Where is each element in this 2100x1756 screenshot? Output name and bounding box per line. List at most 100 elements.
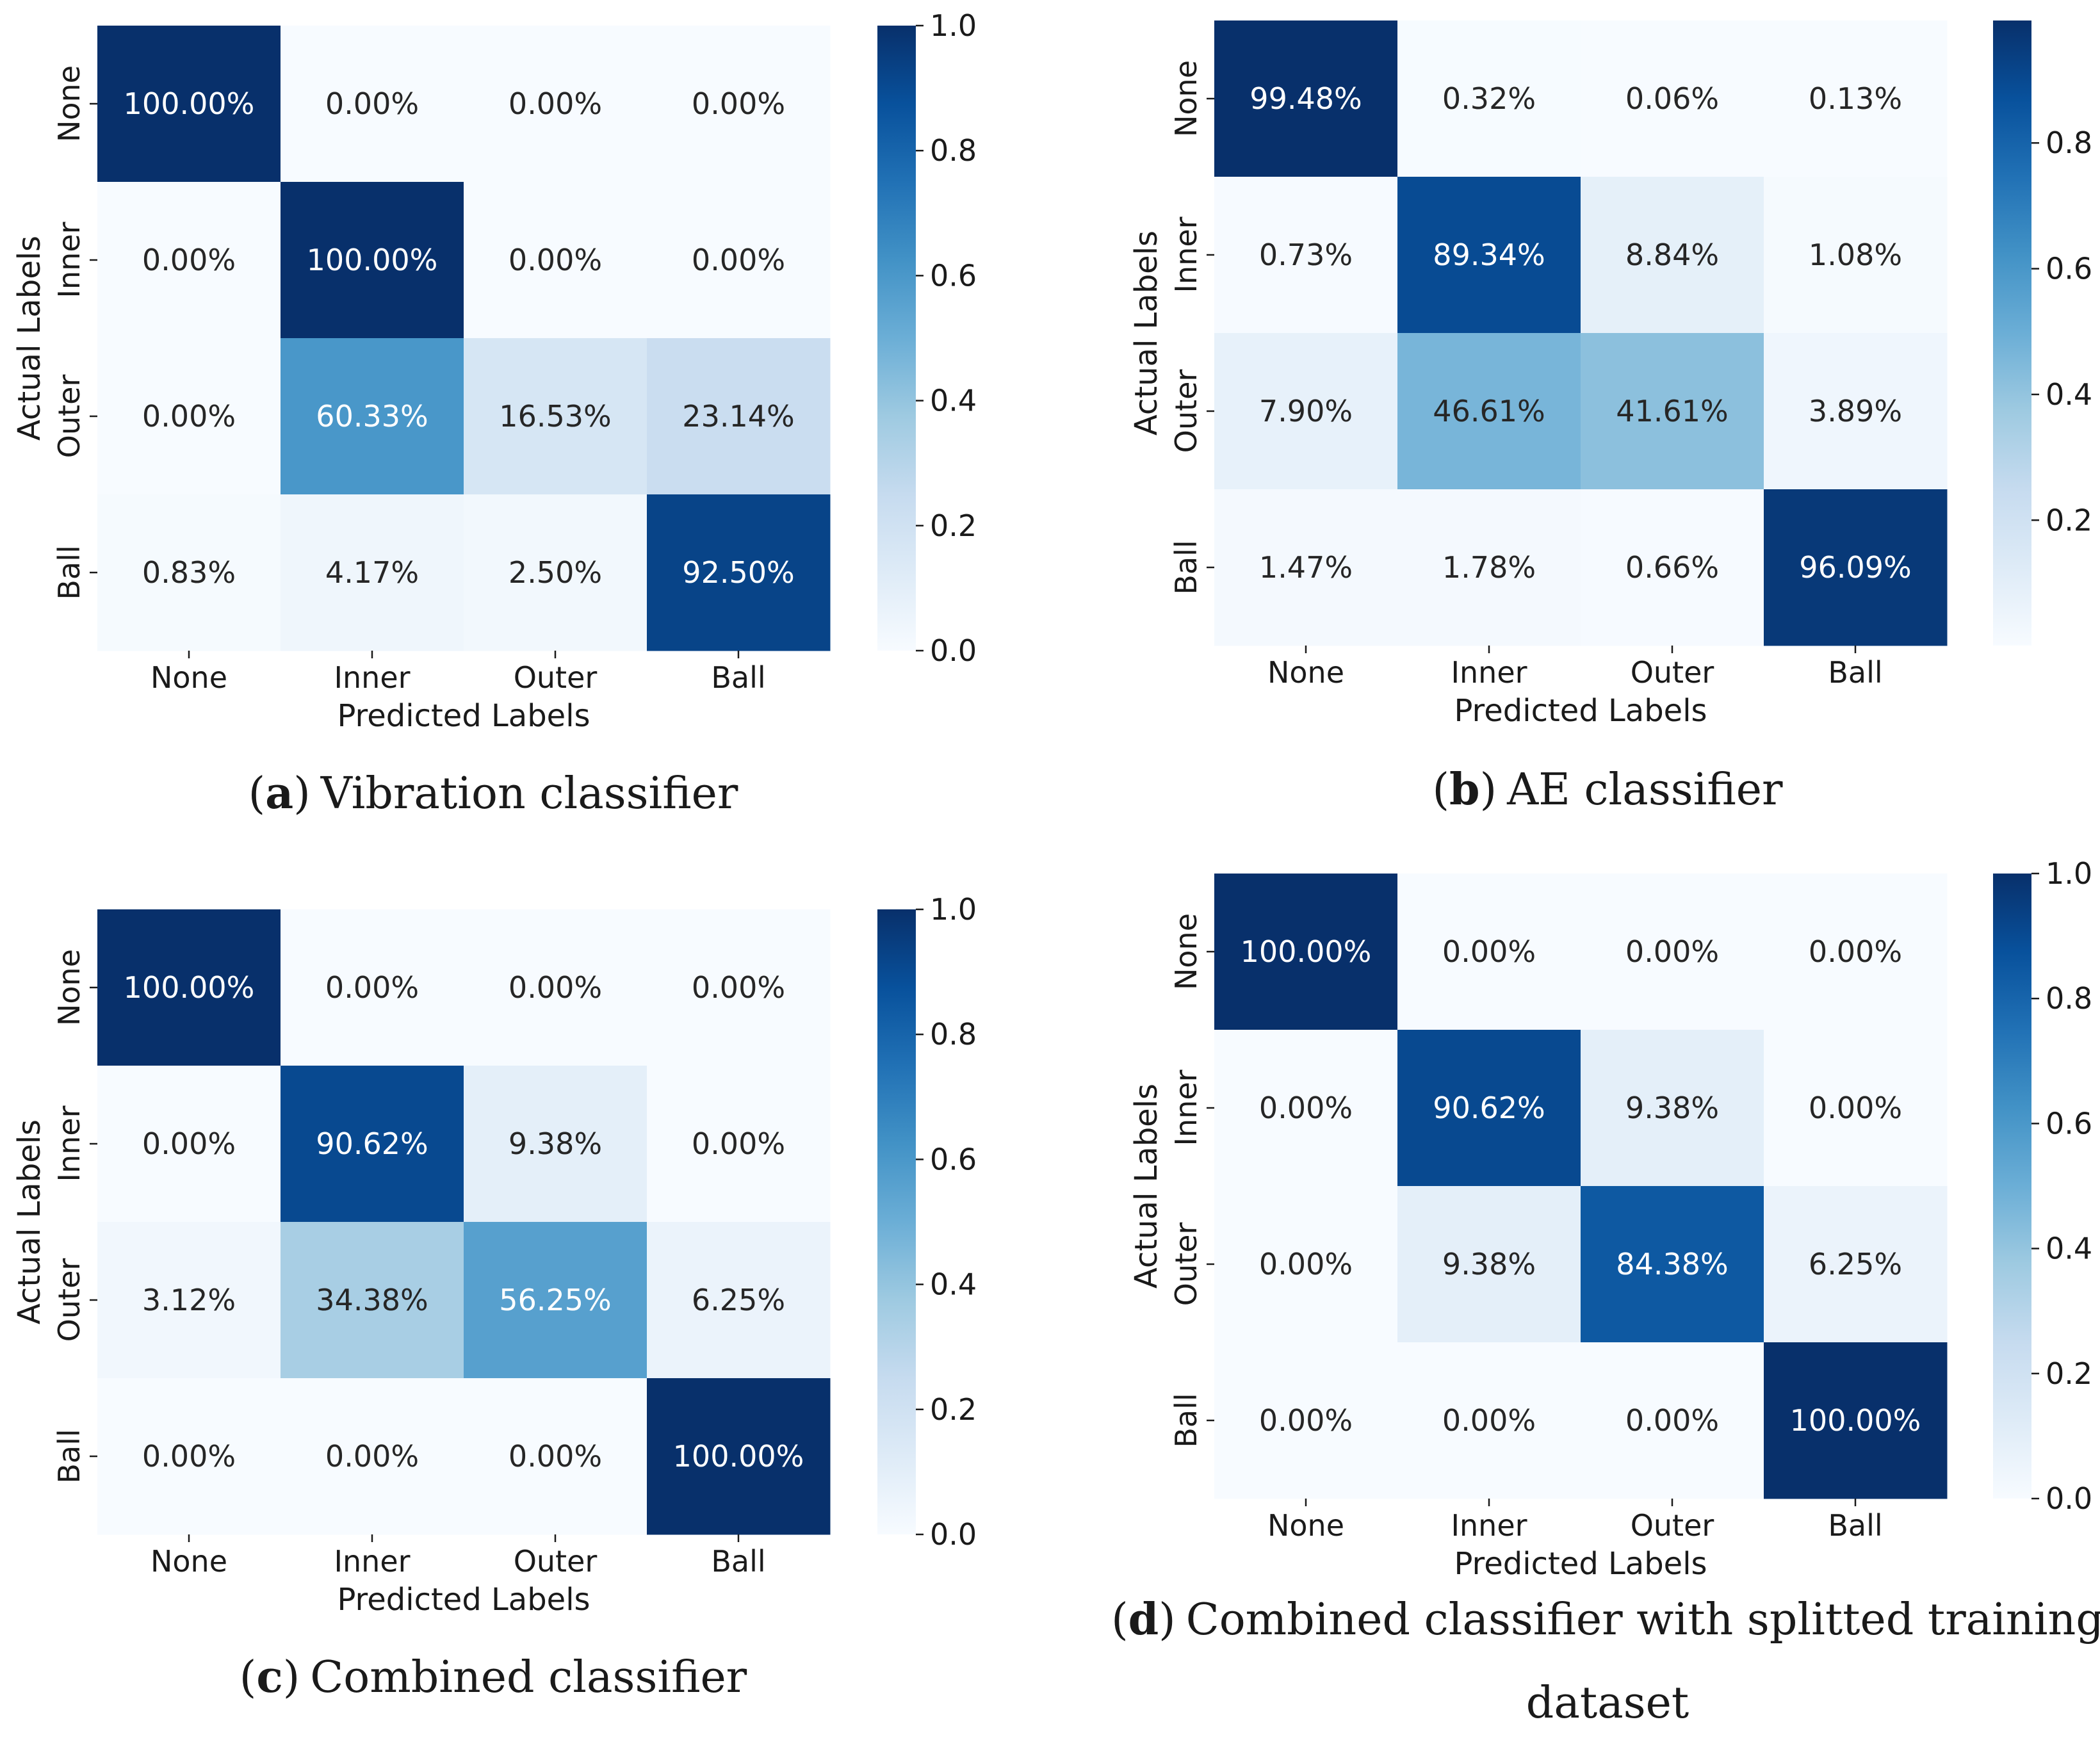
colorbar-tick-label: 1.0 bbox=[930, 892, 977, 927]
panel-caption: (c) Combined classifier bbox=[240, 1652, 747, 1703]
colorbar-tick-label: 0.2 bbox=[930, 1392, 977, 1427]
heatmap-cell bbox=[97, 1378, 281, 1535]
heatmap-cell bbox=[1764, 1030, 1948, 1187]
cell-value-label: 0.00% bbox=[1442, 934, 1536, 969]
heatmap-panel-a: 100.00% 0.00% 0.00% 0.00% 0.00% 100.00% 0.00% 0… bbox=[12, 8, 977, 819]
heatmap-cell bbox=[647, 182, 831, 339]
colorbar-tick-label: 1.0 bbox=[2046, 856, 2092, 891]
heatmap-cell bbox=[1764, 177, 1948, 334]
x-tick-label: Outer bbox=[514, 1544, 598, 1579]
caption-text: AE classifier bbox=[1506, 765, 1783, 815]
y-tick-label: Outer bbox=[52, 1258, 86, 1342]
cell-value-label: 89.34% bbox=[1433, 238, 1545, 272]
heatmap-cell bbox=[647, 1066, 831, 1223]
heatmap-cell bbox=[281, 1066, 464, 1223]
cell-value-label: 0.00% bbox=[1809, 1091, 1902, 1125]
cell-value-label: 0.00% bbox=[325, 1439, 419, 1474]
x-tick-label: None bbox=[1267, 655, 1344, 690]
cell-value-label: 100.00% bbox=[124, 970, 255, 1005]
heatmap-cell bbox=[647, 494, 831, 651]
y-tick-label: None bbox=[1169, 60, 1203, 137]
cell-value-label: 3.89% bbox=[1809, 394, 1902, 428]
cell-value-label: 0.00% bbox=[1259, 1091, 1353, 1125]
x-tick-label: Outer bbox=[1631, 1508, 1714, 1543]
cell-value-label: 6.25% bbox=[1809, 1247, 1902, 1281]
cell-value-label: 0.00% bbox=[142, 399, 236, 434]
colorbar-tick-label: 0.2 bbox=[930, 508, 977, 543]
heatmap-cell bbox=[1397, 1030, 1581, 1187]
heatmap-cell bbox=[1397, 177, 1581, 334]
y-tick-label: Inner bbox=[52, 1105, 86, 1182]
heatmap-cell bbox=[1214, 20, 1398, 177]
heatmap-cell bbox=[281, 909, 464, 1066]
cell-value-label: 8.84% bbox=[1625, 238, 1719, 272]
cell-value-label: 60.33% bbox=[316, 399, 428, 434]
y-tick-label: Outer bbox=[1169, 1223, 1203, 1306]
cell-value-label: 0.00% bbox=[692, 86, 785, 121]
colorbar-tick-label: 0.0 bbox=[930, 633, 977, 668]
cell-value-label: 9.38% bbox=[1442, 1247, 1536, 1281]
caption-letter: b bbox=[1449, 764, 1480, 815]
x-tick-label: Ball bbox=[1828, 655, 1882, 690]
heatmap-cell bbox=[464, 182, 647, 339]
y-tick-label: Ball bbox=[1169, 540, 1203, 594]
cell-value-label: 0.00% bbox=[1442, 1403, 1536, 1438]
heatmap-cell bbox=[1397, 874, 1581, 1030]
heatmap-cell bbox=[1581, 489, 1764, 646]
heatmap-cell bbox=[1764, 489, 1948, 646]
cell-value-label: 46.61% bbox=[1433, 394, 1545, 428]
cell-value-label: 4.17% bbox=[325, 555, 419, 590]
colorbar-tick-label: 0.8 bbox=[2046, 981, 2092, 1016]
heatmap-panel-b: 99.48% 0.32% 0.06% 0.13% 0.73% 89.34% 8.84% 1.0… bbox=[1128, 20, 2092, 815]
x-tick-label: Inner bbox=[1451, 1508, 1527, 1543]
heatmap-cell bbox=[1764, 20, 1948, 177]
x-tick-label: Inner bbox=[334, 660, 410, 695]
heatmap-cell bbox=[1397, 1186, 1581, 1343]
y-tick-label: Outer bbox=[1169, 370, 1203, 453]
caption-close: ) bbox=[283, 1652, 300, 1703]
heatmap-cell bbox=[464, 1222, 647, 1379]
cell-value-label: 92.50% bbox=[682, 555, 794, 590]
heatmap-cell bbox=[97, 26, 281, 183]
cell-value-label: 0.66% bbox=[1625, 550, 1719, 585]
colorbar-tick-label: 1.0 bbox=[930, 8, 977, 43]
heatmap-cell bbox=[97, 494, 281, 651]
cell-value-label: 41.61% bbox=[1616, 394, 1728, 428]
cell-value-label: 56.25% bbox=[499, 1283, 611, 1317]
x-tick-label: Ball bbox=[711, 660, 765, 695]
cell-value-label: 0.00% bbox=[1625, 934, 1719, 969]
cell-value-label: 23.14% bbox=[682, 399, 794, 434]
y-tick-label: None bbox=[52, 65, 86, 142]
cell-value-label: 9.38% bbox=[1625, 1091, 1719, 1125]
cell-value-label: 0.06% bbox=[1625, 81, 1719, 116]
heatmap-cell bbox=[97, 338, 281, 495]
heatmap-cell bbox=[1214, 874, 1398, 1030]
heatmap-cell bbox=[1581, 333, 1764, 490]
heatmap-cell bbox=[97, 1066, 281, 1223]
heatmap-cell bbox=[1764, 333, 1948, 490]
heatmap-cell bbox=[281, 26, 464, 183]
heatmap-cell bbox=[1764, 874, 1948, 1030]
heatmap-cell bbox=[647, 26, 831, 183]
cell-value-label: 100.00% bbox=[1241, 934, 1372, 969]
colorbar-tick-label: 0.4 bbox=[930, 384, 977, 418]
heatmap-cell bbox=[97, 909, 281, 1066]
x-axis-label: Predicted Labels bbox=[1454, 1546, 1707, 1582]
colorbar-tick-label: 0.6 bbox=[930, 1142, 977, 1176]
heatmap-cell bbox=[1764, 1186, 1948, 1343]
heatmap-cell bbox=[464, 26, 647, 183]
cell-value-label: 100.00% bbox=[124, 86, 255, 121]
heatmap-cell bbox=[1581, 1030, 1764, 1187]
heatmap-cell bbox=[1397, 333, 1581, 490]
y-axis-label: Actual Labels bbox=[1128, 231, 1164, 435]
heatmap-cell bbox=[1581, 1342, 1764, 1499]
colorbar-tick-label: 0.0 bbox=[930, 1517, 977, 1552]
colorbar bbox=[1993, 874, 2031, 1499]
caption-letter: c bbox=[256, 1652, 282, 1703]
panel-caption-line2: dataset bbox=[1526, 1678, 1689, 1728]
caption-close: ) bbox=[1159, 1595, 1176, 1645]
cell-value-label: 0.00% bbox=[142, 1126, 236, 1161]
cell-value-label: 0.00% bbox=[509, 1439, 602, 1474]
cell-value-label: 100.00% bbox=[1790, 1403, 1921, 1438]
